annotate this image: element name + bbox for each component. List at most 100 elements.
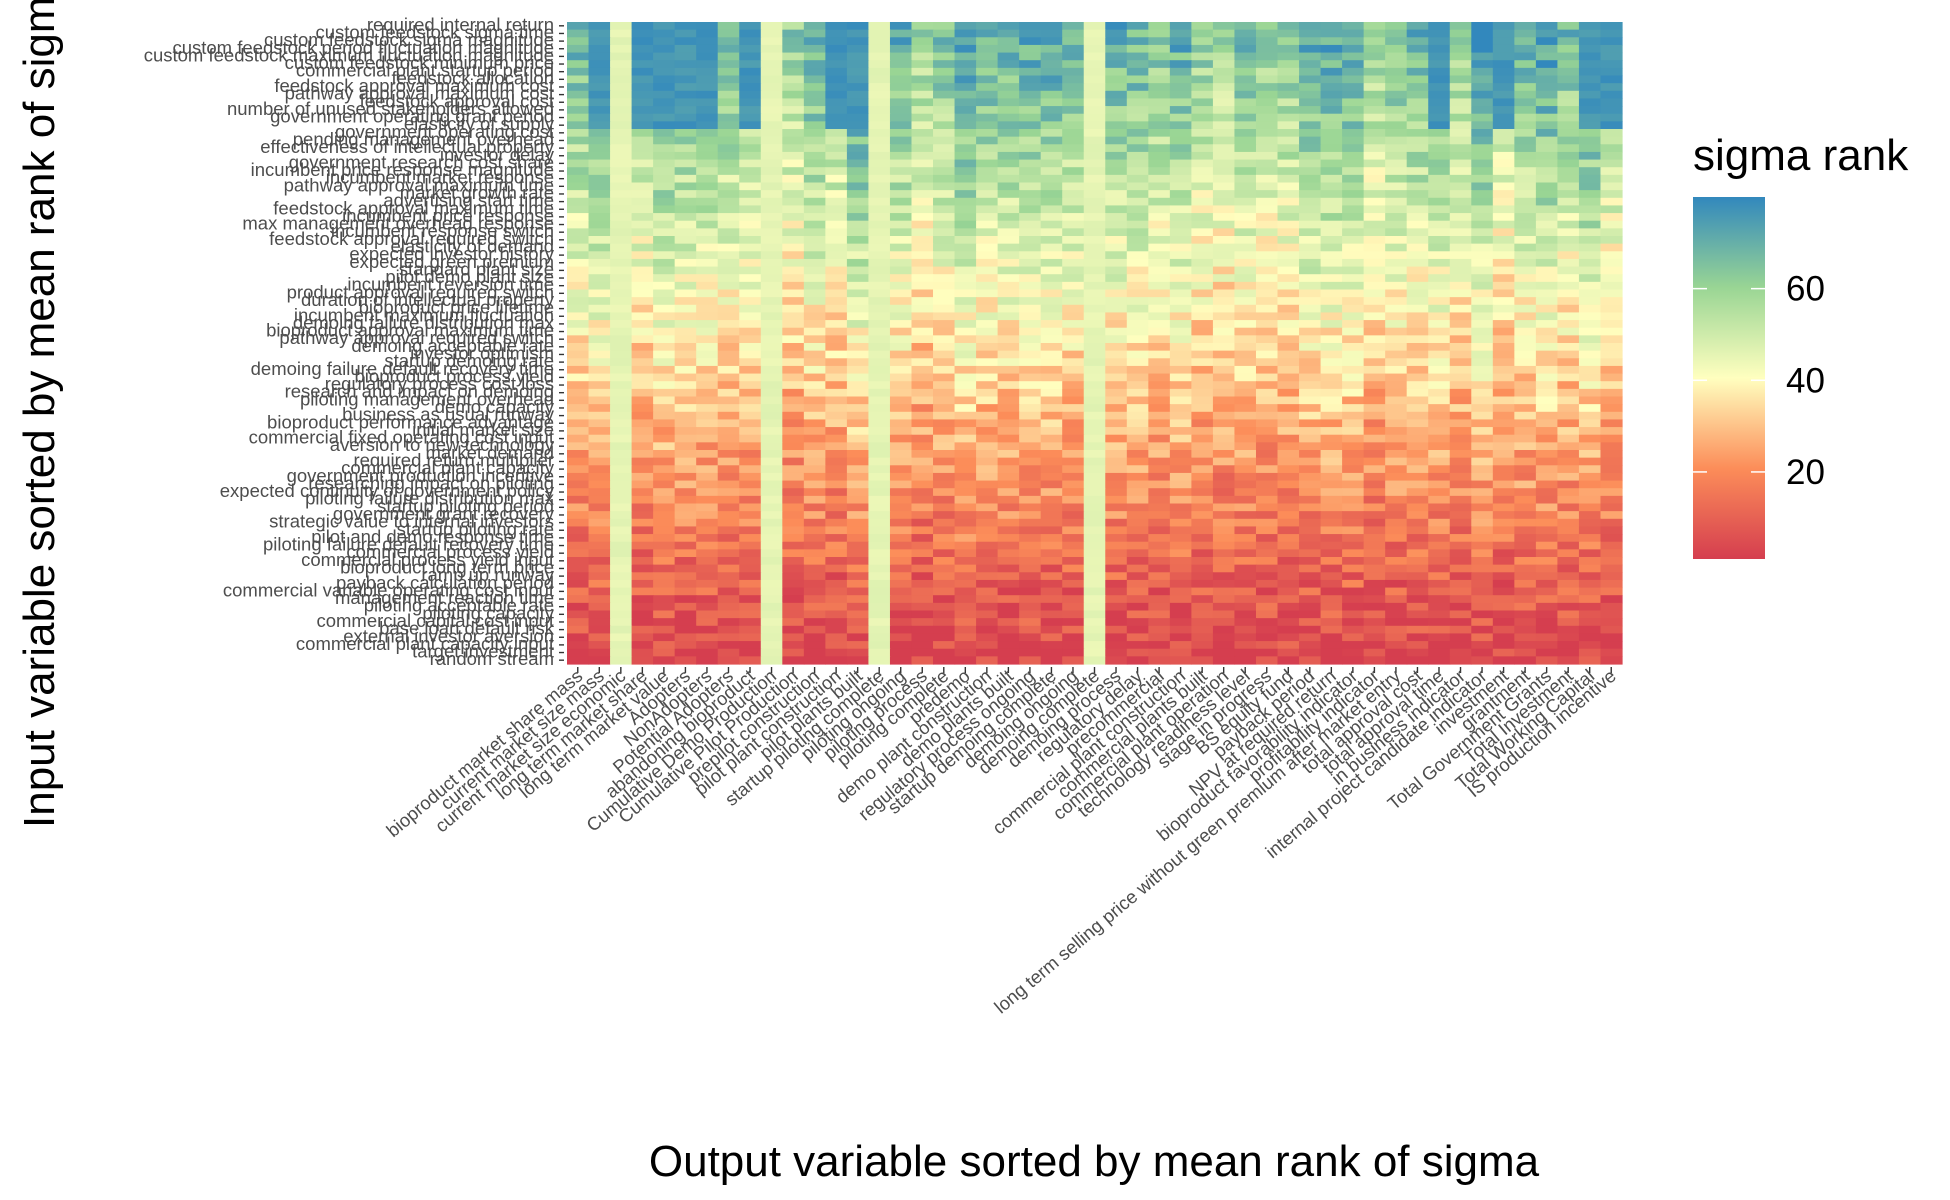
heatmap-cell [1277, 549, 1300, 558]
heatmap-cell [1040, 610, 1063, 619]
heatmap-cell [1557, 488, 1580, 497]
heatmap-cell [1019, 618, 1042, 627]
heatmap-cell [1126, 434, 1149, 443]
heatmap-cell [1126, 106, 1149, 115]
heatmap-cell [588, 197, 611, 207]
heatmap-cell [1320, 480, 1343, 489]
heatmap-cell [1342, 358, 1365, 367]
heatmap-cell [1191, 503, 1214, 512]
heatmap-cell [933, 495, 956, 505]
heatmap-cell [653, 564, 676, 573]
heatmap-cell [631, 656, 654, 665]
heatmap-cell [760, 83, 783, 92]
heatmap-cell [1277, 557, 1300, 566]
heatmap-cell [868, 618, 891, 627]
heatmap-cell [1255, 22, 1279, 31]
heatmap-cell [846, 274, 870, 283]
heatmap-cell [1148, 136, 1171, 145]
heatmap-cell [1471, 243, 1494, 252]
heatmap-cell [954, 549, 977, 558]
heatmap-cell [1428, 518, 1451, 528]
heatmap-cell [1083, 251, 1106, 260]
heatmap-cell [976, 557, 999, 566]
heatmap-cell [1320, 159, 1343, 168]
heatmap-cell [1062, 564, 1085, 573]
heatmap-cell [739, 587, 762, 596]
heatmap-cell [997, 251, 1020, 260]
heatmap-cell [1428, 29, 1451, 38]
y-tick-label: external investor aversion [343, 625, 554, 646]
heatmap-cell [1105, 526, 1128, 535]
heatmap-cell [717, 52, 740, 61]
heatmap-cell [1514, 22, 1537, 31]
heatmap-cell [933, 557, 956, 566]
heatmap-cell [1557, 534, 1580, 543]
heatmap-cell [868, 365, 891, 375]
heatmap-cell [739, 90, 762, 100]
heatmap-cell [825, 335, 848, 344]
y-tick-label: startup piloting rate [397, 518, 554, 539]
heatmap-cell [1191, 220, 1214, 229]
heatmap-cell [1492, 396, 1515, 405]
heatmap-cell [1191, 518, 1214, 528]
heatmap-cell [1234, 534, 1257, 543]
heatmap-cell [653, 258, 676, 268]
heatmap-cell [1320, 320, 1343, 329]
heatmap-cell [1126, 564, 1149, 573]
heatmap-cell [997, 648, 1020, 657]
heatmap-cell [1169, 480, 1192, 489]
heatmap-cell [717, 526, 740, 535]
heatmap-cell [997, 327, 1020, 336]
heatmap-cell [1105, 534, 1128, 543]
heatmap-cell [889, 465, 913, 474]
heatmap-cell [868, 648, 891, 657]
heatmap-cell [825, 258, 848, 268]
heatmap-cell [1363, 373, 1386, 382]
heatmap-cell [868, 595, 891, 604]
heatmap-cell [997, 274, 1020, 283]
heatmap-cell [803, 67, 826, 77]
heatmap-cell [739, 106, 762, 115]
y-tick-label: advertising start time [383, 190, 554, 211]
heatmap-cell [1600, 274, 1623, 283]
heatmap-cell [1191, 526, 1214, 535]
heatmap-cell [1083, 236, 1106, 245]
heatmap-cell [1019, 595, 1042, 604]
heatmap-cell [1255, 228, 1279, 237]
heatmap-cell [1406, 29, 1429, 38]
heatmap-cell [631, 289, 654, 298]
heatmap-cell [846, 450, 870, 459]
heatmap-cell [1320, 656, 1343, 665]
heatmap-cell [1062, 427, 1085, 436]
heatmap-cell [760, 534, 783, 543]
heatmap-cell [1385, 22, 1408, 31]
heatmap-cell [1578, 274, 1602, 283]
y-tick-label: custom feedstock maximum fluctuation mag… [144, 44, 554, 65]
heatmap-cell [1471, 419, 1494, 428]
heatmap-cell [739, 52, 762, 61]
heatmap-cell [1040, 648, 1063, 657]
heatmap-cell [825, 610, 848, 619]
heatmap-cell [1578, 258, 1602, 268]
heatmap-cell [976, 83, 999, 92]
heatmap-cell [588, 511, 611, 520]
heatmap-cell [1148, 511, 1171, 520]
y-tick-label: government production incentive [287, 465, 554, 486]
heatmap-cell [1062, 266, 1085, 275]
heatmap-cell [760, 106, 783, 115]
heatmap-cell [1320, 610, 1343, 619]
heatmap-cell [1299, 98, 1322, 107]
heatmap-cell [1342, 564, 1365, 573]
heatmap-cell [976, 258, 999, 268]
heatmap-cell [825, 121, 848, 130]
heatmap-cell [760, 427, 783, 436]
heatmap-cell [567, 113, 590, 122]
heatmap-cell [567, 236, 590, 245]
heatmap-cell [846, 136, 870, 145]
heatmap-cell [933, 174, 956, 184]
heatmap-cell [868, 404, 891, 413]
heatmap-cell [1320, 22, 1343, 31]
heatmap-cell [1234, 75, 1257, 84]
heatmap-cell [782, 167, 805, 176]
heatmap-cell [631, 465, 654, 474]
